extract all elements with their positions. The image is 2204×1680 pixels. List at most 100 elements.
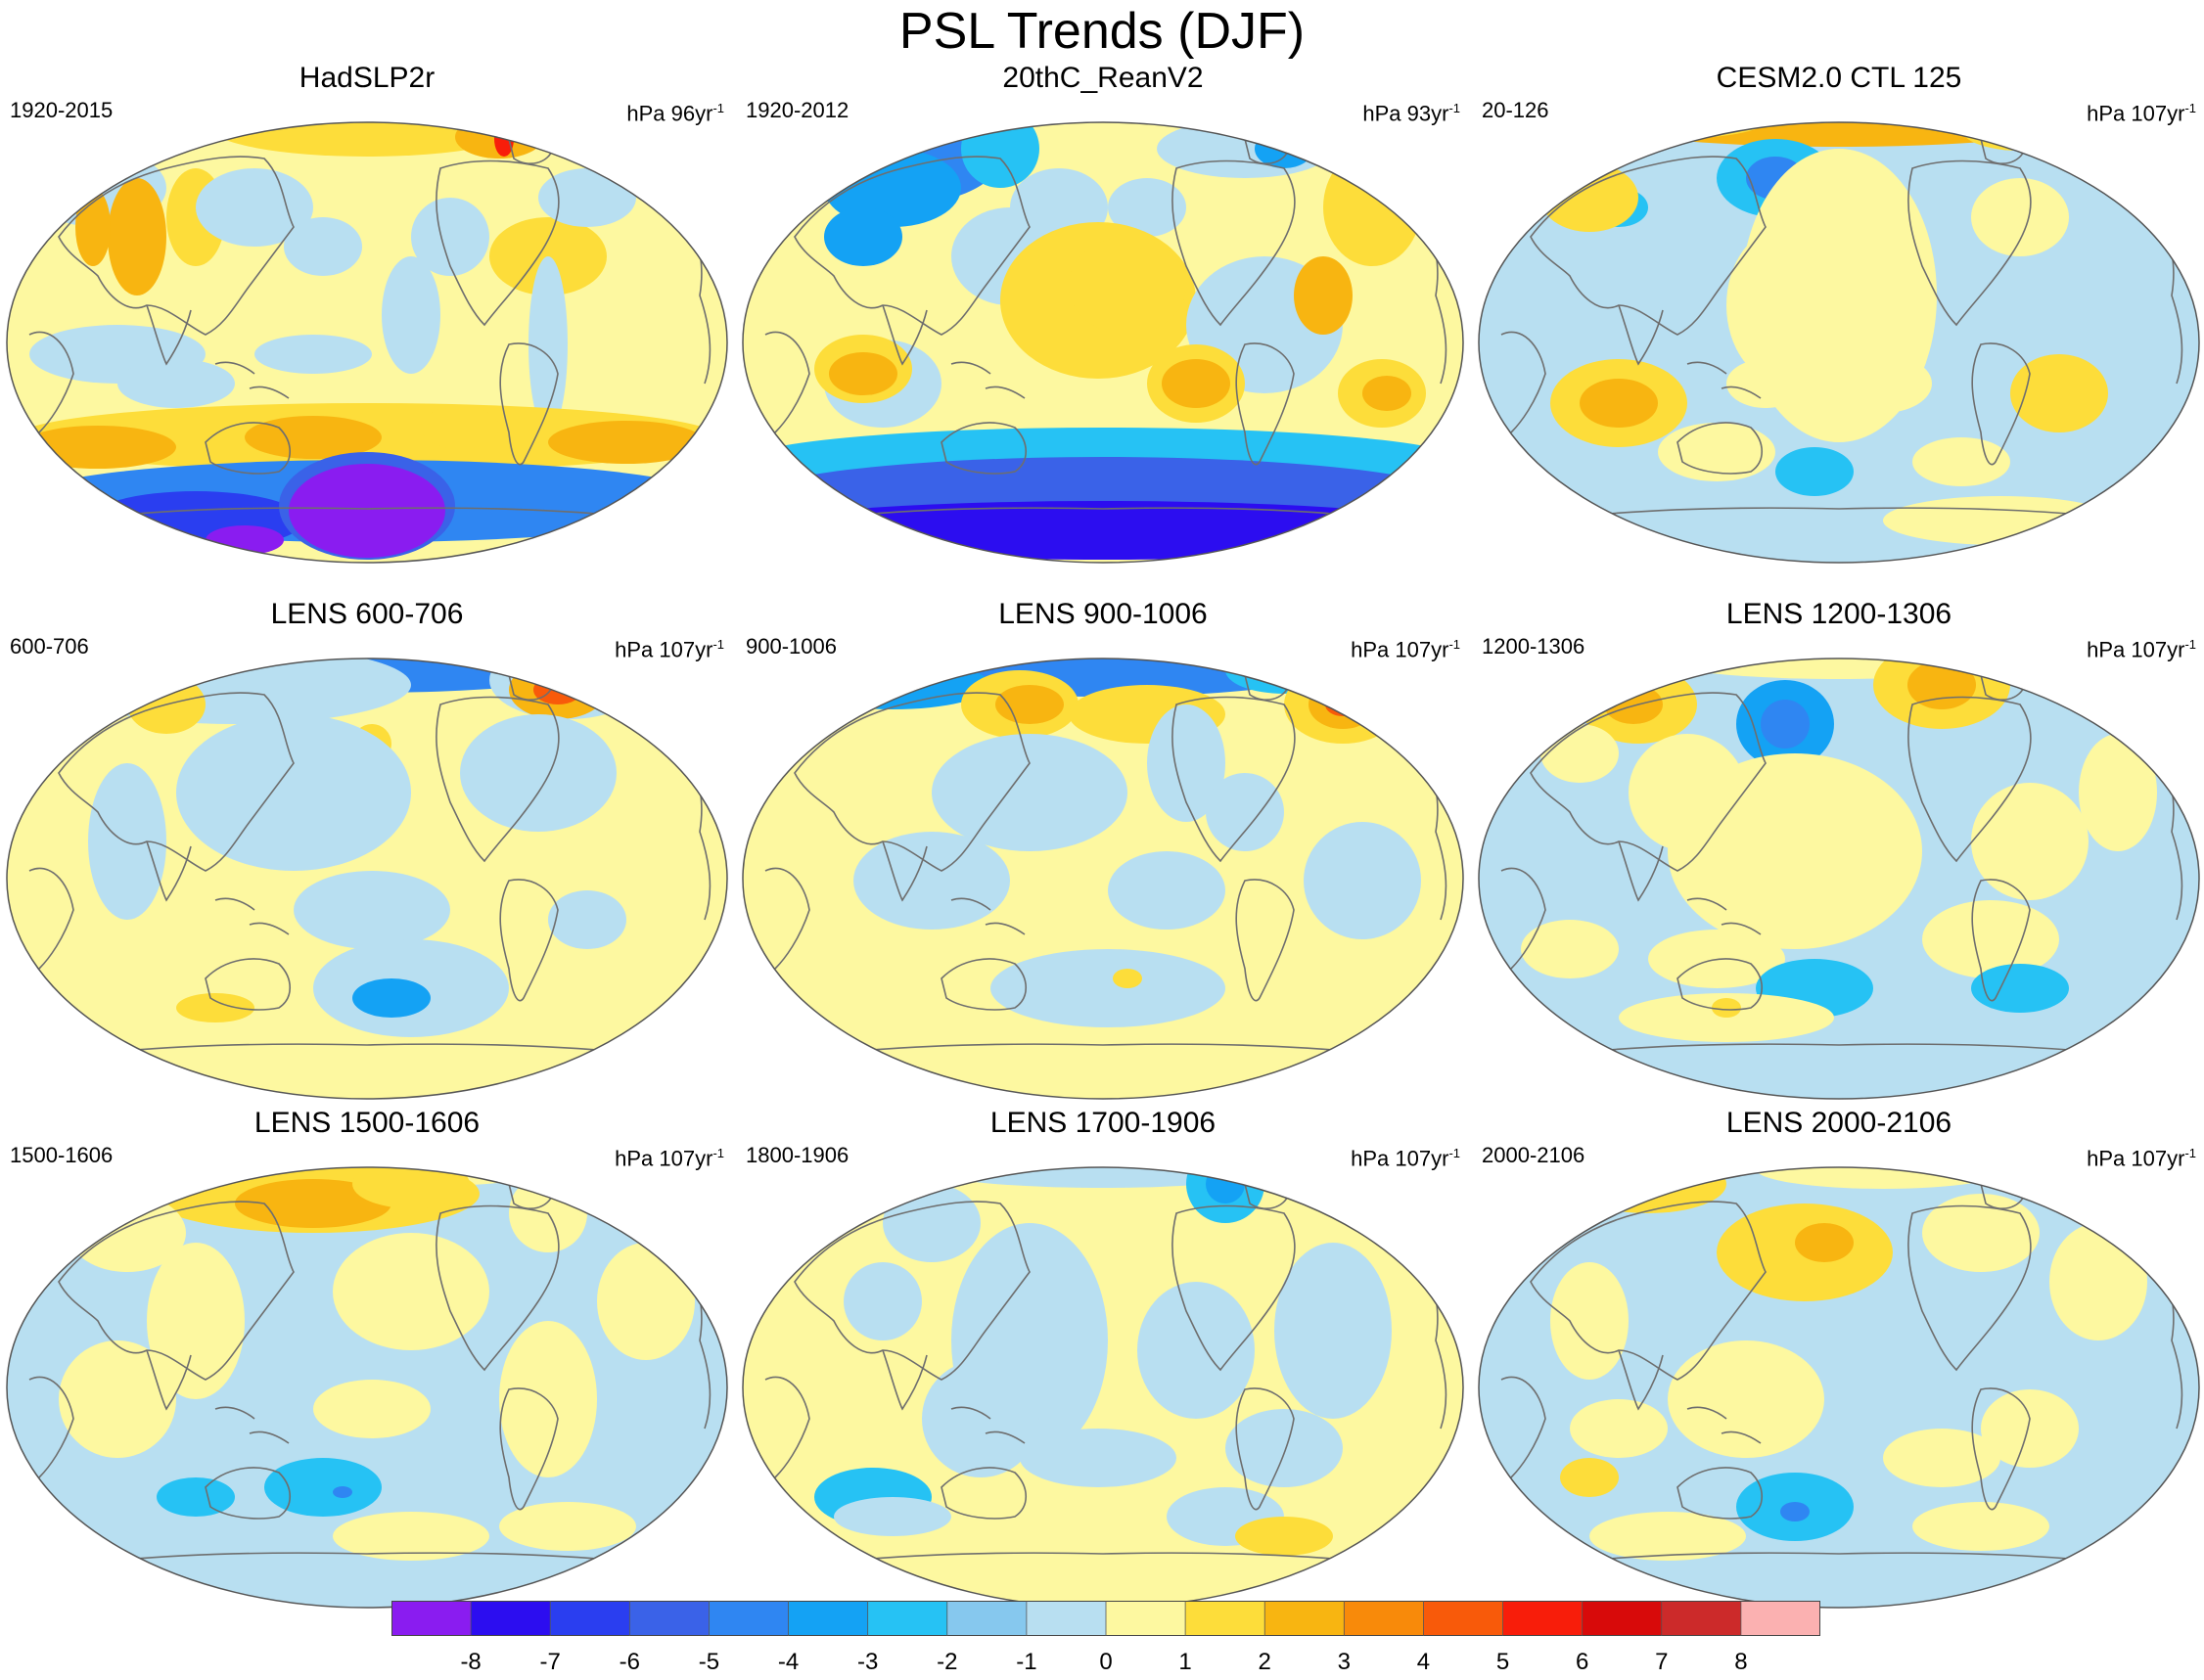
- panel-title: LENS 600-706: [270, 598, 464, 630]
- units-exponent: -1: [2184, 101, 2196, 115]
- contour-region: [834, 1497, 951, 1536]
- units-exponent: -1: [712, 1146, 724, 1160]
- colorbar-swatch: [1423, 1601, 1503, 1636]
- contour-region: [548, 890, 626, 949]
- contour-region: [1235, 1517, 1333, 1556]
- coastlines: [1500, 1178, 2183, 1566]
- contour-region: [1162, 359, 1230, 408]
- coastline: [1686, 1406, 1762, 1444]
- units-text: hPa 96yr: [626, 101, 713, 126]
- map-svg: [742, 658, 1464, 1100]
- panel-period: 1500-1606: [10, 1143, 114, 1167]
- contour-region: [1323, 149, 1421, 266]
- contour-region: [2049, 1223, 2147, 1340]
- coastline: [28, 867, 74, 970]
- coastline: [214, 361, 290, 399]
- panel-title: HadSLP2r: [298, 62, 436, 94]
- map-svg: [6, 658, 728, 1100]
- coastline: [764, 1376, 810, 1478]
- contour-region: [853, 832, 1010, 930]
- contour-region: [1726, 359, 1805, 408]
- contour-region: [1362, 376, 1411, 411]
- coastline: [941, 958, 1028, 1011]
- panel-title: LENS 1200-1306: [1725, 598, 1952, 630]
- coastlines: [28, 669, 712, 1058]
- coastline: [882, 840, 928, 902]
- colorbar-swatch: [1502, 1601, 1583, 1636]
- contour-region: [597, 1243, 695, 1360]
- map-outline: [6, 121, 728, 564]
- contour-region: [1108, 851, 1225, 930]
- map-panel: 20thC_ReanV2 1920-2012 hPa 93yr-1: [736, 61, 1470, 569]
- map-svg: [1478, 658, 2200, 1100]
- coastline: [1530, 692, 1767, 872]
- colorbar-tick-label: -1: [1016, 1649, 1037, 1675]
- contour-region: [333, 1486, 352, 1498]
- colorbar-swatch: [1344, 1601, 1424, 1636]
- contour-region: [245, 416, 382, 459]
- contour-region: [1020, 1429, 1176, 1487]
- units-exponent: -1: [1448, 1146, 1460, 1160]
- map-outline: [1478, 658, 2200, 1100]
- units-text: hPa 107yr: [2087, 637, 2185, 662]
- contour-region: [743, 501, 1463, 560]
- contour-region: [117, 359, 235, 408]
- contour-region: [2010, 354, 2108, 432]
- contour-region: [932, 734, 1127, 851]
- colorbar-swatch: [1264, 1601, 1345, 1636]
- contour-region: [1629, 734, 1746, 851]
- contour-region: [1761, 700, 1810, 749]
- coastline: [1907, 1204, 2032, 1372]
- coastline: [28, 1376, 74, 1478]
- panel-period: 1920-2015: [10, 98, 114, 122]
- coastline: [499, 342, 559, 466]
- coastline: [1618, 1349, 1664, 1411]
- map-svg: [6, 1166, 728, 1609]
- coastline: [764, 331, 810, 433]
- coastline: [436, 159, 560, 327]
- map-outline: [6, 658, 728, 1100]
- map-panel: HadSLP2r 1920-2015 hPa 96yr-1: [0, 61, 734, 569]
- panel-units: hPa 107yr-1: [2087, 632, 2196, 662]
- contour-region: [1594, 122, 2084, 147]
- colorbar-swatches: [391, 1601, 1820, 1636]
- colorbar-tick-label: -3: [856, 1649, 879, 1675]
- colorbar-swatch: [867, 1601, 947, 1636]
- map-svg: [1478, 121, 2200, 564]
- contour-region: [1726, 227, 1844, 384]
- contour-region: [499, 1321, 597, 1477]
- map-svg: [1478, 1166, 2200, 1609]
- coastline: [1539, 507, 2138, 522]
- contour-region: [313, 1380, 431, 1438]
- colorbar-swatch: [1106, 1601, 1186, 1636]
- contour-region: [284, 217, 362, 276]
- colorbar-tick-label: 4: [1416, 1649, 1431, 1675]
- coastline: [1500, 867, 1546, 970]
- contour-region: [509, 660, 607, 719]
- trend-field: [7, 658, 727, 1099]
- contour-region: [108, 178, 166, 295]
- coastline: [214, 1406, 290, 1444]
- contour-region: [1147, 704, 1225, 822]
- contour-region: [1971, 783, 2089, 900]
- units-exponent: -1: [2184, 1146, 2196, 1160]
- contour-region: [883, 1184, 981, 1262]
- panel-units: hPa 107yr-1: [615, 1141, 724, 1171]
- coastline: [146, 304, 192, 366]
- colorbar-swatch: [391, 1601, 472, 1636]
- contour-region: [1961, 122, 2079, 151]
- coastline: [1618, 840, 1664, 902]
- contour-region: [1580, 379, 1658, 428]
- map-outline: [1478, 1166, 2200, 1609]
- panel-period: 20-126: [1482, 98, 1549, 122]
- contour-region: [206, 525, 284, 555]
- map-panel: LENS 900-1006 900-1006 hPa 107yr-1: [736, 597, 1470, 1106]
- contour-region: [1294, 256, 1353, 335]
- colorbar-swatch: [629, 1601, 710, 1636]
- colorbar-swatch: [946, 1601, 1027, 1636]
- coastline: [1676, 1467, 1764, 1520]
- colorbar-swatch: [471, 1601, 551, 1636]
- units-text: hPa 107yr: [615, 1146, 713, 1171]
- coastline: [214, 897, 290, 935]
- panel-period: 2000-2106: [1482, 1143, 1585, 1167]
